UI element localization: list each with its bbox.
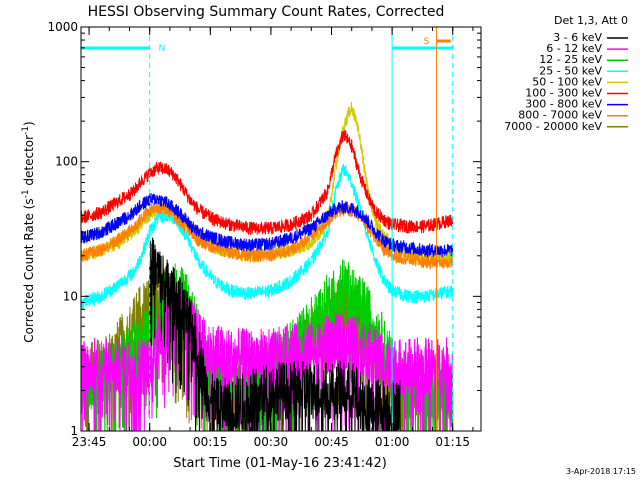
saa-label: S — [424, 37, 430, 47]
x-tick-label: 00:15 — [193, 435, 228, 449]
series-line — [80, 163, 454, 310]
legend-entry-label: 7000 - 20000 keV — [504, 120, 602, 133]
x-tick-label: 23:45 — [72, 435, 107, 449]
legend-entry-label: 800 - 7000 keV — [518, 109, 602, 122]
series-line — [80, 193, 454, 258]
plot-frame — [80, 26, 482, 432]
night-label: N — [158, 44, 165, 54]
legend-entry-label: 100 - 300 keV — [525, 87, 602, 100]
legend-entry-label: 3 - 6 keV — [553, 31, 602, 44]
legend-entry-label: 12 - 25 keV — [539, 53, 602, 66]
series-line — [80, 201, 454, 270]
footer-timestamp: 3-Apr-2018 17:15 — [566, 467, 636, 476]
y-tick-label: 100 — [55, 155, 78, 169]
legend-title: Det 1,3, Att 0 — [554, 14, 628, 27]
legend-entry-label: 25 - 50 keV — [539, 64, 602, 77]
x-axis: 23:45 00:00 00:15 00:30 00:45 01:00 01:15 — [72, 27, 474, 449]
series-line — [149, 237, 401, 432]
chart-title: HESSI Observing Summary Count Rates, Cor… — [88, 4, 445, 20]
legend-entry-label: 300 - 800 keV — [525, 98, 602, 111]
x-axis-label: Start Time (01-May-16 23:41:42) — [173, 456, 387, 471]
legend-entry-label: 50 - 100 keV — [532, 75, 602, 88]
x-tick-label: 00:30 — [254, 435, 289, 449]
x-tick-label: 01:00 — [375, 435, 410, 449]
y-axis-label: Corrected Count Rate (s-1 detector-1) — [21, 121, 36, 342]
legend-entry-label: 6 - 12 keV — [546, 42, 602, 55]
y-tick-label: 10 — [63, 289, 78, 303]
y-axis: 1 10 100 1000 — [47, 20, 481, 438]
x-tick-label: 00:00 — [132, 435, 167, 449]
series-line — [80, 129, 454, 236]
x-tick-label: 01:15 — [435, 435, 470, 449]
y-tick-label: 1 — [70, 424, 78, 438]
plot-area: NS — [80, 26, 482, 433]
y-tick-label: 1000 — [47, 20, 78, 34]
x-tick-label: 00:45 — [314, 435, 349, 449]
